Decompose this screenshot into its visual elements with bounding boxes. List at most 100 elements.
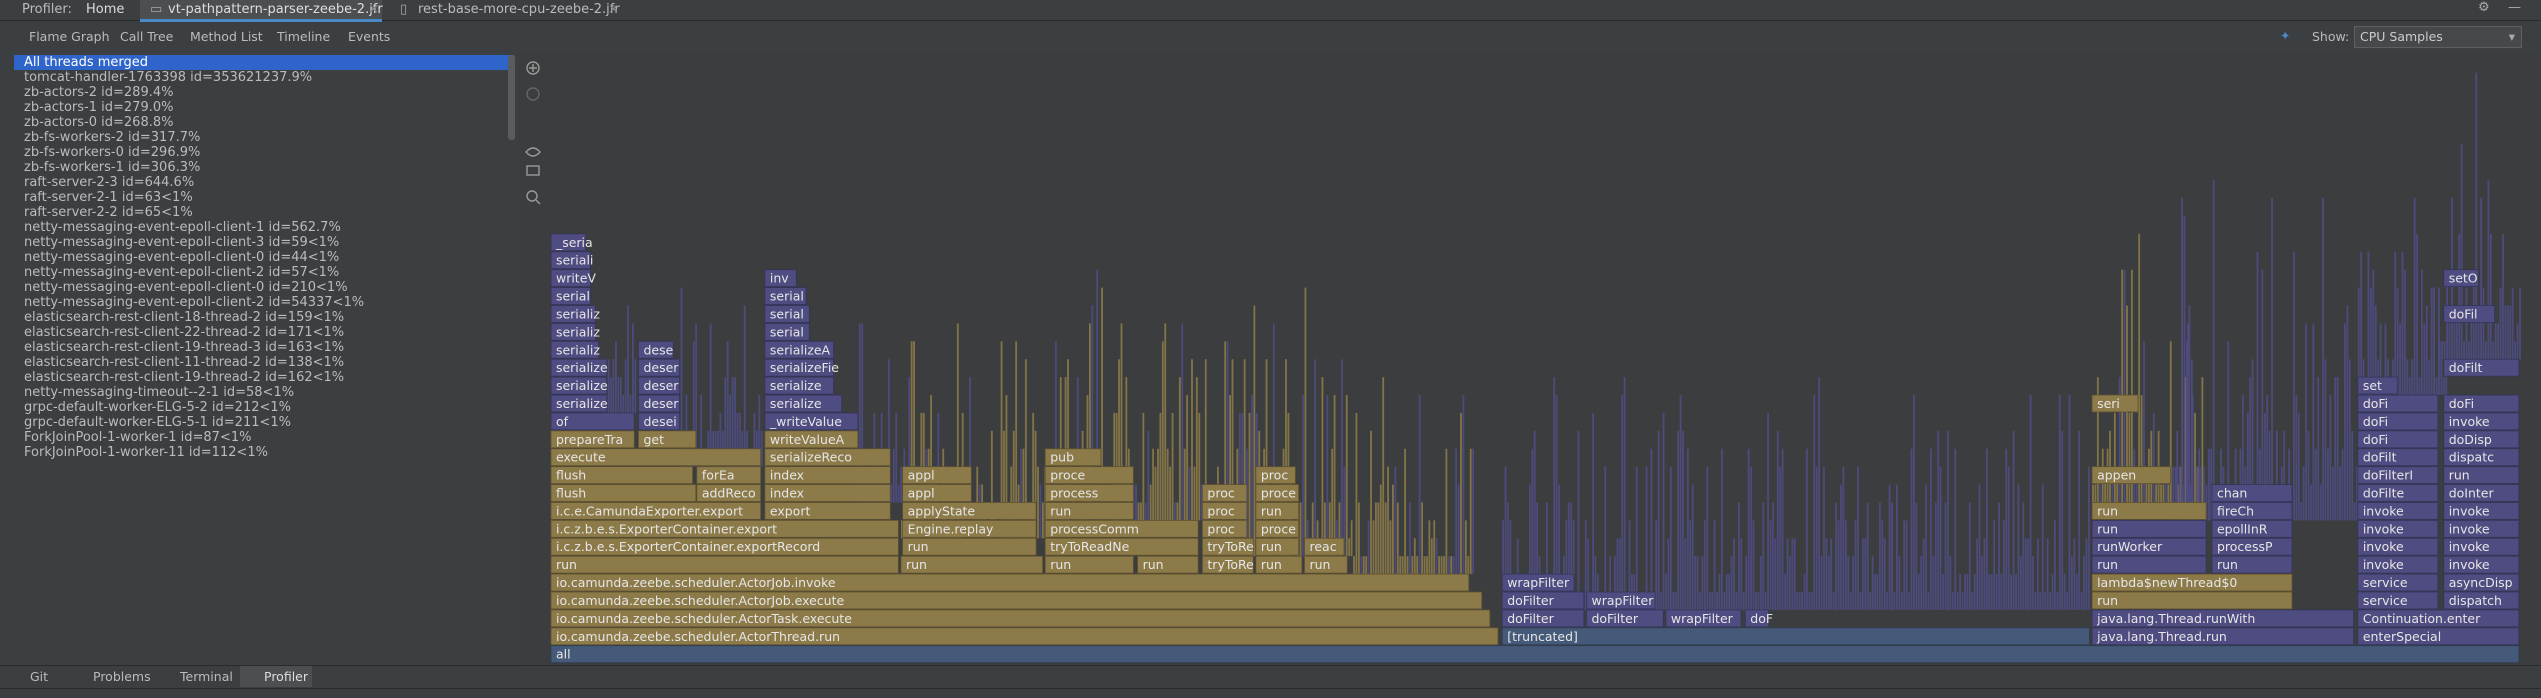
flame-spike	[2027, 538, 2030, 610]
thread-row[interactable]: raft-server-2-2 id=65<1%	[14, 205, 514, 220]
flame-spike	[1657, 430, 1660, 610]
flame-spike	[1628, 520, 1631, 610]
show-dropdown[interactable]: CPU Samples ▾	[2354, 26, 2522, 48]
flame-spike	[1392, 484, 1394, 575]
thread-row[interactable]: netty-messaging-event-epoll-client-3 id=…	[14, 235, 514, 250]
flame-spike	[2268, 430, 2271, 521]
thread-row[interactable]: netty-messaging-event-epoll-client-1 id=…	[14, 220, 514, 235]
thread-row[interactable]: netty-messaging-event-epoll-client-2 id=…	[14, 295, 514, 310]
flame-spike	[2394, 251, 2397, 396]
thread-name: ForkJoinPool-1-worker-11	[24, 445, 185, 460]
thread-row[interactable]: elasticsearch-rest-client-19-thread-3 id…	[14, 340, 514, 355]
flame-spike	[1740, 538, 1743, 610]
flame-spike	[1755, 592, 1757, 610]
flame-spike	[2178, 466, 2181, 521]
view-tab[interactable]: Events	[348, 29, 391, 44]
close-icon[interactable]: ×	[608, 2, 619, 17]
thread-row[interactable]: netty-messaging-event-epoll-client-2 id=…	[14, 265, 514, 280]
thread-row[interactable]: elasticsearch-rest-client-11-thread-2 id…	[14, 355, 514, 370]
filter-icon[interactable]: ✦	[2280, 28, 2291, 43]
flame-spike	[1464, 520, 1467, 575]
flame-spike	[1857, 466, 1859, 610]
thread-row[interactable]: grpc-default-worker-ELG-5-2 id=212<1%	[14, 400, 514, 415]
thread-row[interactable]: zb-actors-0 id=268.8%	[14, 115, 514, 130]
minimize-icon[interactable]: —	[2508, 0, 2521, 15]
flame-spike	[724, 377, 727, 467]
thread-row[interactable]: raft-server-2-3 id=644.6%	[14, 175, 514, 190]
flame-frame	[1665, 609, 1742, 628]
tab[interactable]: Home	[86, 2, 125, 17]
tool-tab[interactable]: Problems	[93, 669, 151, 684]
tool-tab[interactable]: Git	[30, 669, 49, 684]
tool-tab[interactable]: Terminal	[180, 669, 233, 684]
tab[interactable]: rest-base-more-cpu-zeebe-2.jfr ▯ ×	[390, 0, 620, 19]
flame-spike	[2307, 430, 2310, 521]
active-tab[interactable]: vt-pathpattern-parser-zeebe-2.jfr ▭ ×	[140, 0, 383, 22]
flame-spike	[1144, 502, 1147, 521]
thread-row[interactable]: zb-actors-1 id=279.0%	[14, 100, 514, 115]
frame-label: service	[2363, 575, 2408, 590]
view-tab[interactable]: Call Tree	[120, 29, 174, 44]
thread-row[interactable]: ForkJoinPool-1-worker-1 id=87<1%	[14, 430, 514, 445]
frame-label: invoke	[2449, 557, 2490, 572]
view-tab[interactable]: Method List	[190, 29, 263, 44]
thread-row[interactable]: raft-server-2-1 id=63<1%	[14, 190, 514, 205]
flame-spike	[1689, 520, 1692, 610]
thread-row[interactable]: netty-messaging-event-epoll-client-0 id=…	[14, 250, 514, 265]
flame-spike	[1193, 466, 1196, 521]
frame-label: invoke	[2449, 414, 2490, 429]
flame-spike	[1469, 448, 1472, 575]
thread-row[interactable]: elasticsearch-rest-client-18-thread-2 id…	[14, 310, 514, 325]
settings-icon[interactable]: ⚙	[2478, 0, 2490, 15]
view-tab[interactable]: Flame Graph	[29, 29, 110, 44]
thread-row[interactable]: netty-messaging-event-epoll-client-0 id=…	[14, 280, 514, 295]
flame-spike	[1793, 538, 1796, 610]
flame-spike	[1357, 502, 1360, 575]
flame-spike	[1854, 520, 1857, 610]
screenshot[interactable]	[526, 165, 540, 176]
flame-frame	[2357, 537, 2439, 556]
flame-spike	[2516, 323, 2519, 360]
frame-label: dispatch	[2449, 593, 2502, 608]
thread-row[interactable]: elasticsearch-rest-client-22-thread-2 id…	[14, 325, 514, 340]
flame-spike	[1849, 592, 1852, 610]
flame-frame	[2443, 502, 2520, 520]
close-icon[interactable]: ×	[368, 2, 379, 17]
flame-spike	[1604, 466, 1607, 610]
thread-row[interactable]: grpc-default-worker-ELG-5-1 id=211<1%	[14, 415, 514, 430]
flame-spike	[1181, 323, 1184, 521]
selected-thread-row[interactable]: All threads merged	[14, 55, 514, 70]
flame-spike	[1866, 502, 1869, 610]
frame-label: serialize	[770, 396, 822, 411]
flame-spike	[1037, 466, 1039, 539]
flame-spike	[1801, 592, 1804, 610]
thread-row[interactable]: ForkJoinPool-1-worker-11 id=112<1%	[14, 445, 514, 460]
thread-row[interactable]: tomcat-handler-1763398 id=353621237.9%	[14, 70, 514, 85]
flame-spike	[2327, 448, 2329, 521]
flame-spike	[1365, 556, 1368, 575]
thread-row[interactable]: zb-fs-workers-2 id=317.7%	[14, 130, 514, 145]
thread-row[interactable]: zb-fs-workers-0 id=296.9%	[14, 145, 514, 160]
active-tool-tab[interactable]: Profiler	[240, 666, 312, 687]
thread-row[interactable]: netty-messaging-timeout--2-1 id=58<1%	[14, 385, 514, 400]
scrollbar[interactable]	[508, 55, 515, 140]
thread-row[interactable]: elasticsearch-rest-client-19-thread-2 id…	[14, 370, 514, 385]
flame-spike	[1895, 484, 1898, 610]
flame-spike	[1772, 502, 1774, 610]
flame-spike	[1433, 520, 1436, 575]
flame-spike	[2083, 556, 2085, 610]
frame-label: lambda$newThread$0	[2097, 575, 2237, 590]
search[interactable]	[526, 190, 538, 202]
zoom-out[interactable]	[526, 87, 540, 101]
flame-spike	[1925, 484, 1927, 610]
zoom-in[interactable]	[526, 61, 540, 75]
highlight[interactable]	[525, 147, 541, 157]
thread-row[interactable]: zb-actors-2 id=289.4%	[14, 85, 514, 100]
flame-spike	[1195, 377, 1198, 521]
thread-row[interactable]: zb-fs-workers-1 id=306.3%	[14, 160, 514, 175]
view-tab[interactable]: Timeline	[277, 29, 331, 44]
thread-id: id=44	[268, 250, 308, 265]
flame-spike	[2261, 269, 2264, 521]
flame-spike	[2448, 305, 2451, 360]
